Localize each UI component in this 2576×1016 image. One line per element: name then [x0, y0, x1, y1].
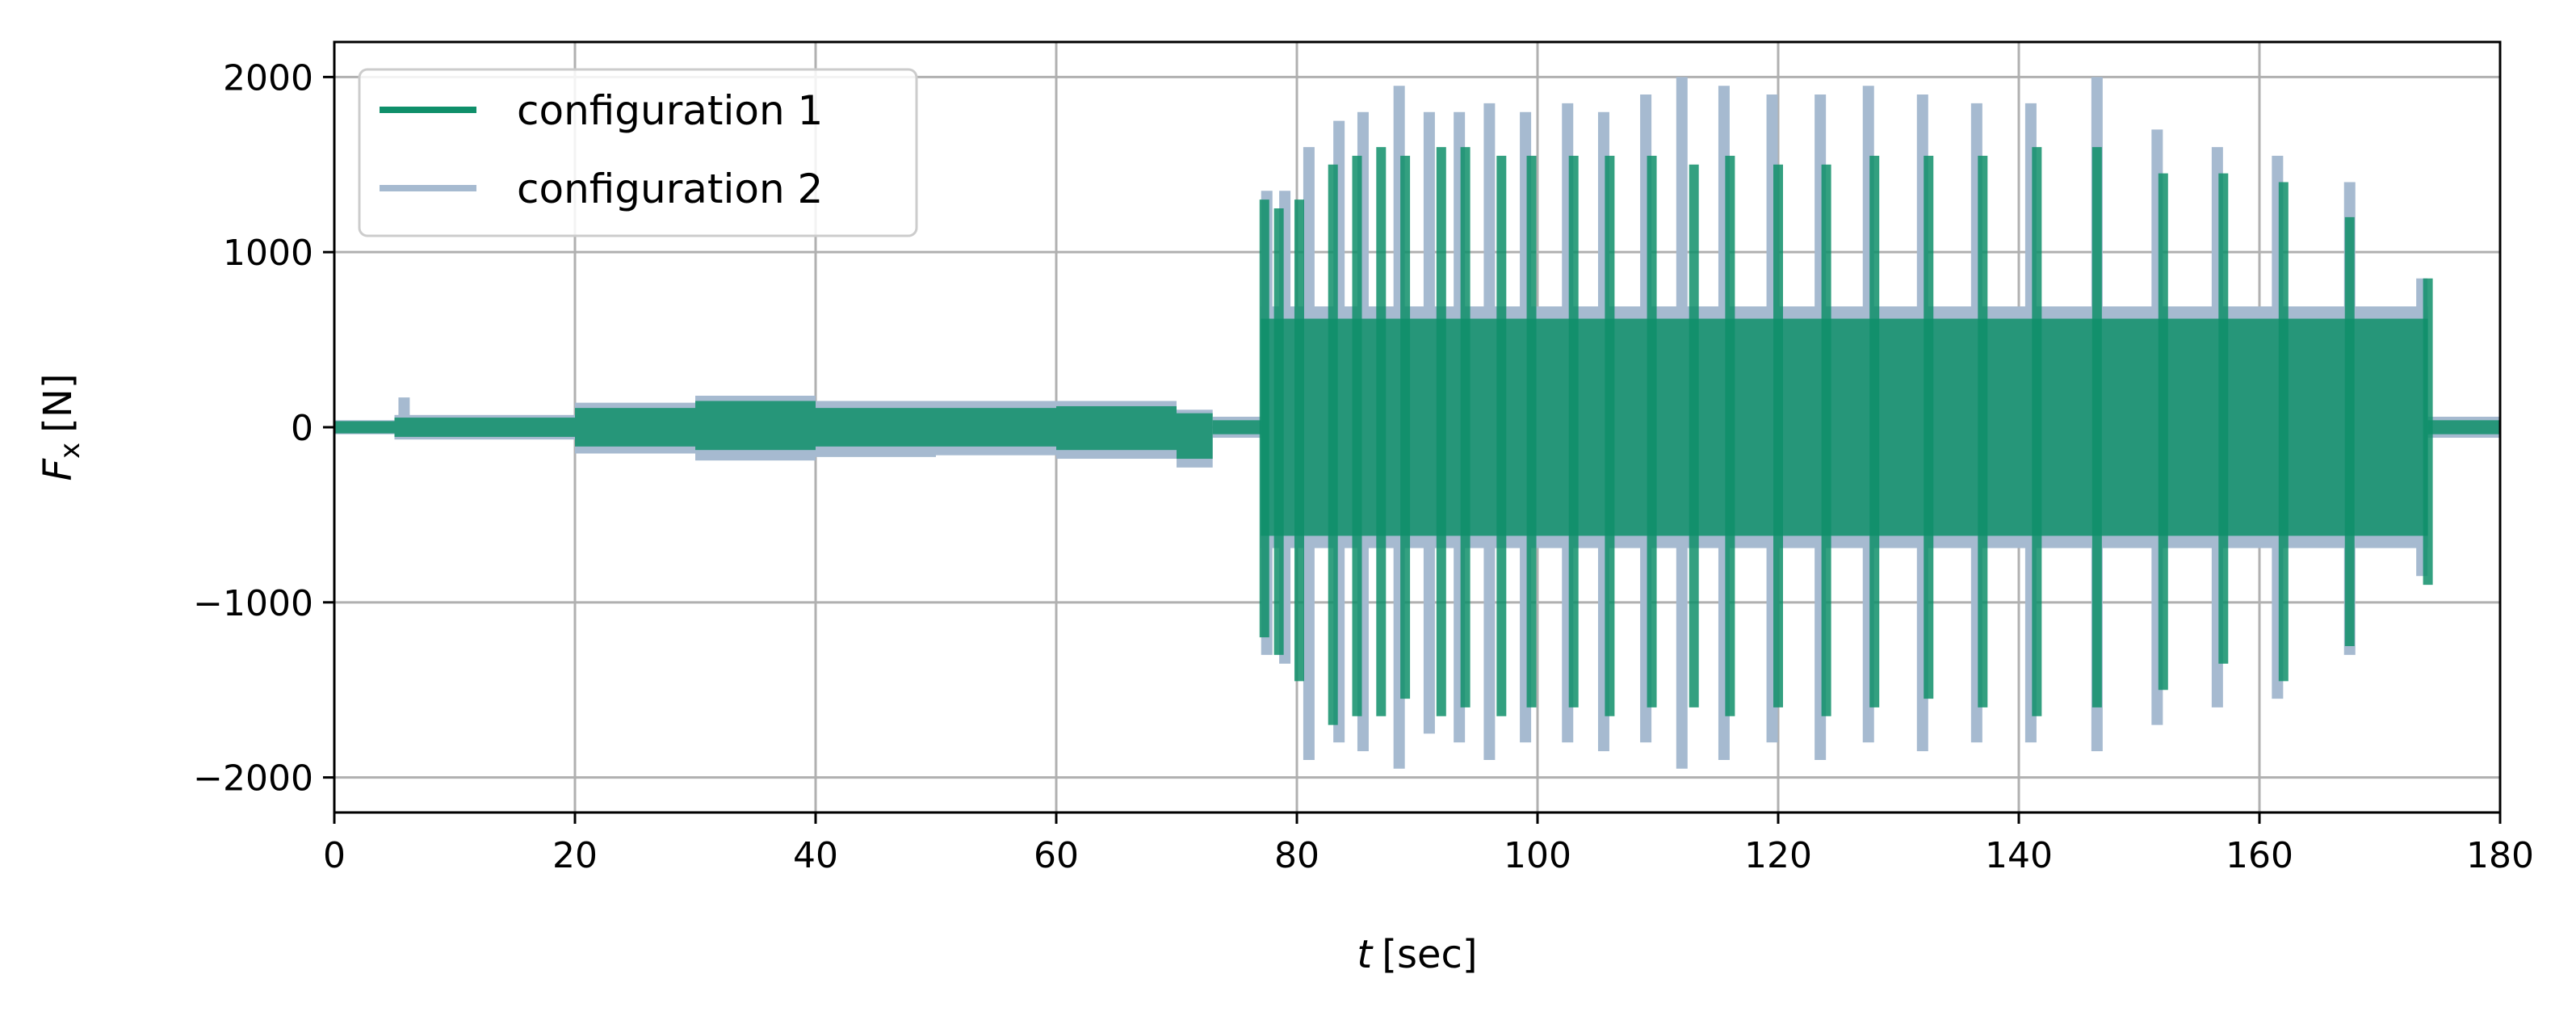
legend: configuration 1 configuration 2: [358, 68, 918, 237]
x-tick-label: 120: [1744, 835, 1812, 876]
series-configuration-1: [334, 147, 2500, 725]
signal-envelope-segment: [1212, 420, 1261, 435]
y-tick-label: −2000: [193, 758, 313, 800]
signal-envelope-segment: [1056, 405, 1177, 451]
signal-envelope-segment: [936, 408, 1056, 447]
y-axis-label: Fx[N]: [36, 373, 86, 481]
x-tick-label: 80: [1274, 835, 1319, 876]
x-tick-label: 160: [2226, 835, 2293, 876]
y-tick-label: −1000: [193, 583, 313, 624]
x-axis-label: t [sec]: [1357, 932, 1477, 977]
signal-envelope-segment: [816, 408, 936, 447]
signal-envelope-segment: [394, 418, 575, 437]
y-tick-label: 1000: [223, 233, 313, 274]
y-tick-label: 2000: [223, 57, 313, 99]
x-tick-label: 40: [793, 835, 838, 876]
x-tick-label: 140: [1985, 835, 2053, 876]
signal-envelope-segment: [2427, 420, 2500, 435]
x-tick-label: 0: [323, 835, 346, 876]
signal-envelope-segment: [575, 408, 695, 447]
signal-envelope-segment: [1177, 413, 1213, 460]
x-tick-label: 180: [2466, 835, 2534, 876]
signal-envelope-segment: [1261, 318, 2428, 536]
y-tick-label: 0: [291, 408, 313, 449]
legend-label-configuration-2: configuration 2: [517, 166, 823, 212]
ticks-layer: 0 20 40 60 80 100 120 140 160 180 −2000 −1000 0 1000 2…: [193, 57, 2534, 876]
x-tick-label: 100: [1504, 835, 1571, 876]
data-layer: [334, 77, 2500, 769]
legend-box: [358, 68, 918, 237]
x-tick-label: 20: [552, 835, 598, 876]
signal-envelope-segment: [695, 401, 816, 451]
signal-envelope-segment: [334, 421, 395, 434]
legend-label-configuration-1: configuration 1: [517, 87, 823, 134]
x-tick-label: 60: [1034, 835, 1079, 876]
